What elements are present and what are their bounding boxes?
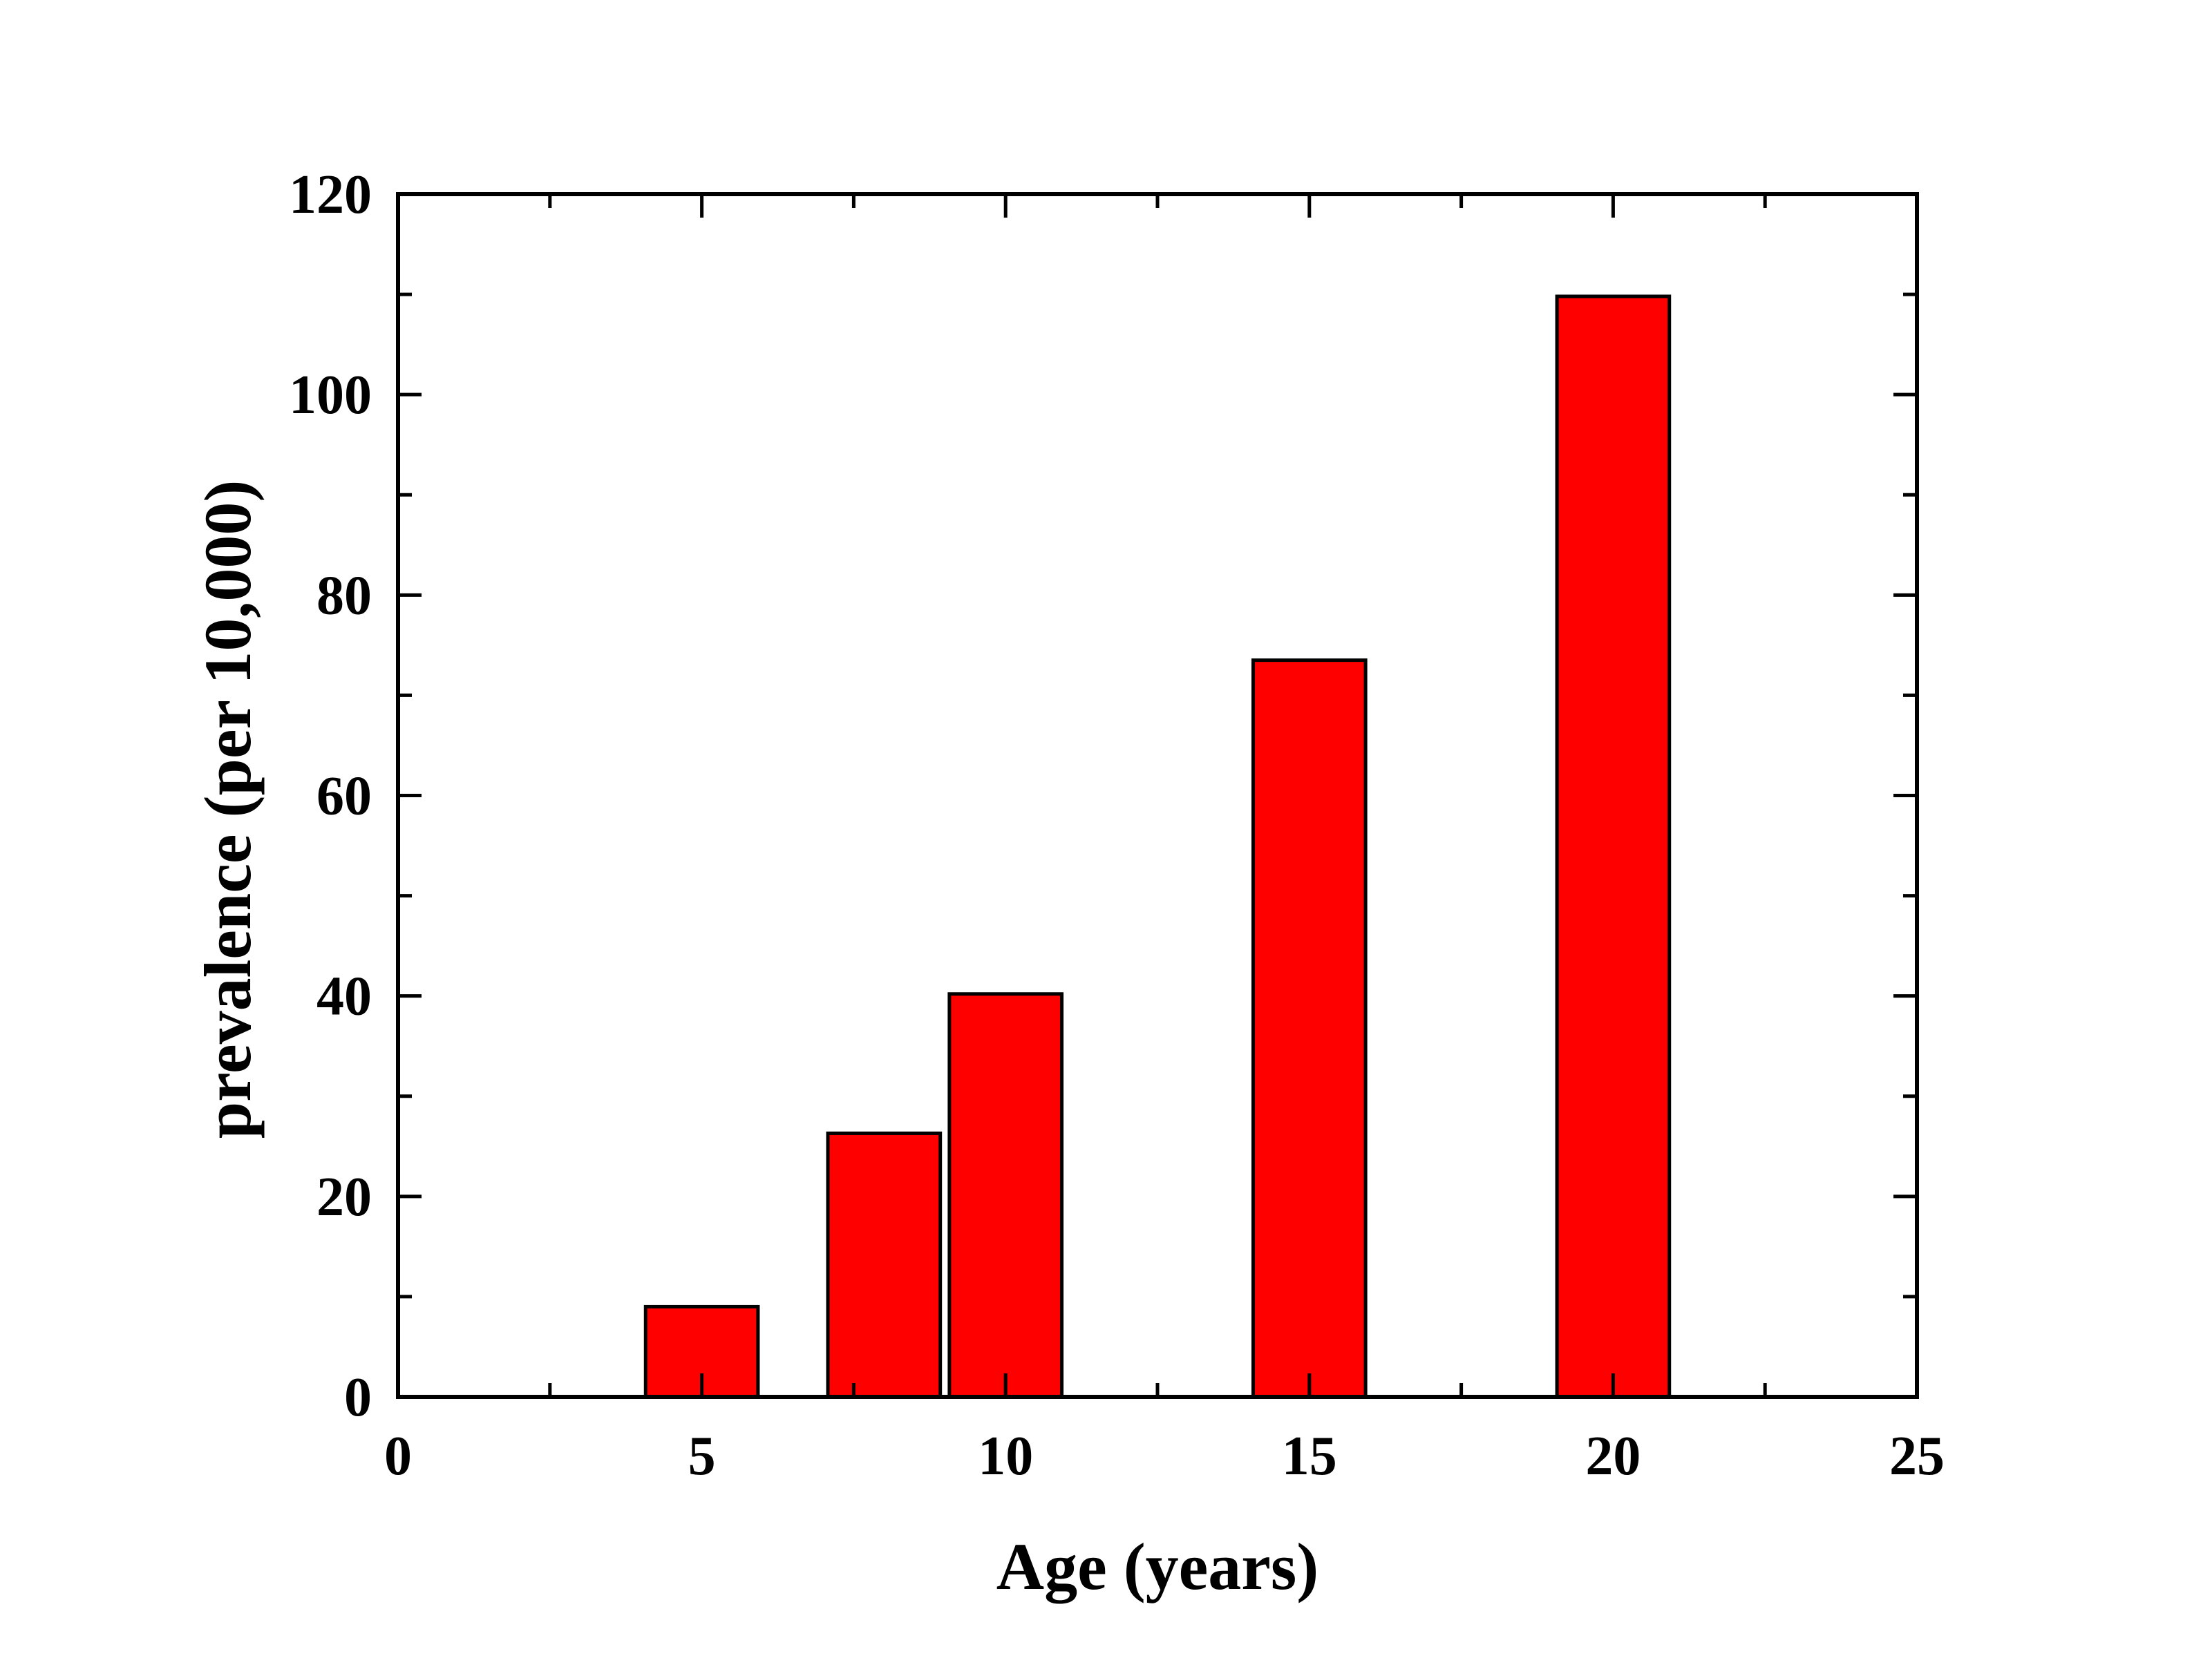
y-axis-title: prevalence (per 10,000) — [191, 480, 265, 1139]
bar-2 — [947, 992, 1064, 1399]
y-tick-label: 20 — [316, 1167, 372, 1228]
x-tick-label: 25 — [1889, 1426, 1945, 1487]
bars-layer — [643, 294, 1672, 1399]
x-tick-label: 20 — [1585, 1426, 1641, 1487]
y-tick-label: 100 — [289, 365, 372, 426]
plot-frame — [396, 192, 1919, 1399]
x-tick-labels: 0 5 10 15 20 25 — [384, 1426, 1945, 1487]
ticks-layer — [396, 192, 1919, 1399]
bar-3 — [1251, 658, 1368, 1399]
y-tick-label: 40 — [316, 966, 372, 1027]
y-tick-label: 120 — [289, 164, 372, 225]
y-tick-label: 80 — [316, 565, 372, 626]
x-tick-label: 0 — [384, 1426, 412, 1487]
y-tick-label: 0 — [344, 1367, 372, 1428]
bar-4 — [1555, 294, 1672, 1399]
x-tick-label: 5 — [688, 1426, 716, 1487]
bar-1 — [826, 1131, 943, 1399]
x-axis-title: Age (years) — [996, 1530, 1318, 1603]
x-tick-label: 15 — [1282, 1426, 1337, 1487]
y-tick-labels: 0 20 40 60 80 100 120 — [289, 164, 372, 1428]
y-tick-label: 60 — [316, 766, 372, 827]
x-tick-label: 10 — [978, 1426, 1033, 1487]
